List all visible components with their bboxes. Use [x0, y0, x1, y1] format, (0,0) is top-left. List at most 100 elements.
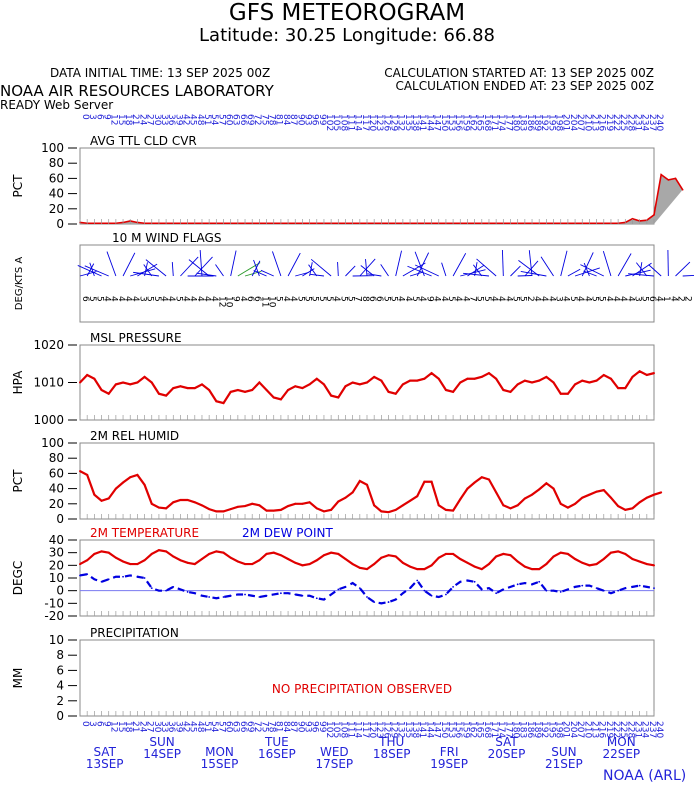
date-label: 21SEP	[545, 757, 583, 771]
temperature-point	[502, 552, 505, 555]
cloud-cover-point	[674, 177, 677, 180]
date-label: 14SEP	[143, 747, 181, 761]
dewpoint-point	[394, 598, 397, 601]
dewpoint-point	[93, 578, 96, 581]
humidity-point	[545, 482, 548, 485]
humidity-point	[358, 480, 361, 482]
humidity-point	[566, 506, 569, 509]
temperature-point	[473, 565, 476, 568]
dewpoint-point	[495, 592, 498, 595]
pressure-point	[186, 387, 189, 390]
pressure-point	[236, 389, 239, 391]
hour-label: 219	[604, 114, 614, 131]
pressure-point	[222, 402, 225, 405]
dewpoint-point	[208, 596, 211, 598]
wind-barb	[188, 259, 210, 277]
pressure-point	[480, 375, 483, 378]
pressure-point	[265, 389, 268, 391]
temperature-point	[366, 568, 368, 571]
wind-barb	[675, 261, 691, 277]
pressure-point	[200, 383, 203, 386]
wind-barb	[380, 264, 389, 277]
hour-label: 153	[446, 114, 456, 131]
humidity-point	[409, 499, 412, 502]
wind-barb	[230, 250, 237, 277]
dewpoint-point	[287, 592, 289, 595]
wind-barb	[145, 259, 167, 277]
hour-label: 48	[195, 114, 205, 126]
dewpoint-point	[330, 593, 333, 596]
cloud-y-tick-label: 0	[56, 217, 64, 231]
hour-label: 129	[389, 721, 399, 738]
humidity-point	[366, 483, 368, 486]
humidity-point	[430, 480, 433, 483]
humidity-point	[272, 509, 275, 512]
wind-speed-label: 6	[367, 296, 377, 302]
dewpoint-point	[143, 577, 146, 579]
wind-speed-label: 5	[482, 296, 492, 302]
wind-barb	[84, 265, 109, 277]
precip-y-tick-label: 0	[56, 709, 64, 723]
wind-barb	[402, 262, 426, 277]
day-of-week-label: THU	[378, 735, 404, 749]
hour-label: 3	[87, 721, 97, 727]
calc-ended: CALCULATION ENDED AT: 23 SEP 2025 00Z	[395, 79, 654, 93]
dewpoint-point	[315, 597, 318, 600]
temperature-point	[301, 564, 304, 567]
humidity-point	[337, 500, 340, 503]
wind-speed-label: 4	[130, 296, 140, 302]
hour-label: 138	[410, 114, 420, 131]
temperature-point	[566, 552, 569, 555]
wind-speed-label: 6	[252, 296, 262, 302]
dewpoint-point	[366, 596, 368, 598]
dewpoint-point	[193, 592, 196, 595]
wind-barb	[416, 252, 430, 277]
wind-barb	[215, 264, 224, 277]
hour-label: 108	[338, 721, 348, 738]
hour-label: 204	[568, 114, 578, 131]
temperature-point	[523, 565, 526, 568]
wind-speed-label: 5	[640, 296, 650, 302]
temperature-point	[538, 568, 541, 571]
cloud-cover-point	[631, 217, 634, 220]
dewpoint-point	[437, 596, 440, 598]
pressure-point	[258, 381, 261, 384]
dewpoint-point	[351, 582, 354, 584]
hour-label: 51	[202, 114, 212, 125]
hour-label: 39	[173, 721, 183, 733]
humidity-point	[480, 476, 483, 479]
humidity-point	[172, 501, 175, 504]
hour-label: 138	[410, 721, 420, 738]
hour-label: 174	[496, 114, 506, 131]
pressure-point	[358, 383, 361, 386]
temperature-point	[624, 552, 627, 555]
dewpoint-point	[122, 575, 124, 578]
wind-speed-label: 4	[417, 296, 427, 302]
pressure-point	[617, 387, 620, 390]
temperature-point	[423, 568, 426, 571]
wind-speed-label: 4	[503, 296, 513, 302]
humidity-y-tick-label: 20	[49, 497, 64, 511]
hour-label: 165	[475, 721, 485, 738]
wind-speed-label: 3	[137, 296, 147, 302]
humidity-point	[588, 493, 591, 496]
wind-barb	[309, 262, 313, 277]
wind-speed-label: 5	[597, 296, 607, 302]
hour-label: 102	[324, 721, 334, 738]
hour-label: 156	[453, 721, 463, 738]
pressure-point	[437, 377, 440, 380]
humidity-point	[645, 496, 648, 499]
wind-speed-label: 4	[396, 296, 406, 302]
temperature-point	[265, 552, 268, 555]
hour-label: 117	[360, 721, 370, 738]
wind-barb	[617, 253, 632, 277]
hour-label: 66	[238, 721, 248, 733]
temperature-point	[251, 563, 254, 566]
dewpoint-point	[595, 587, 598, 590]
dewpoint-point	[86, 573, 89, 576]
temperature-point	[229, 556, 232, 559]
day-of-week-label: MON	[607, 735, 636, 749]
hour-label: 0	[80, 721, 90, 727]
temperature-point	[150, 552, 153, 555]
hour-label: 9	[102, 721, 112, 727]
